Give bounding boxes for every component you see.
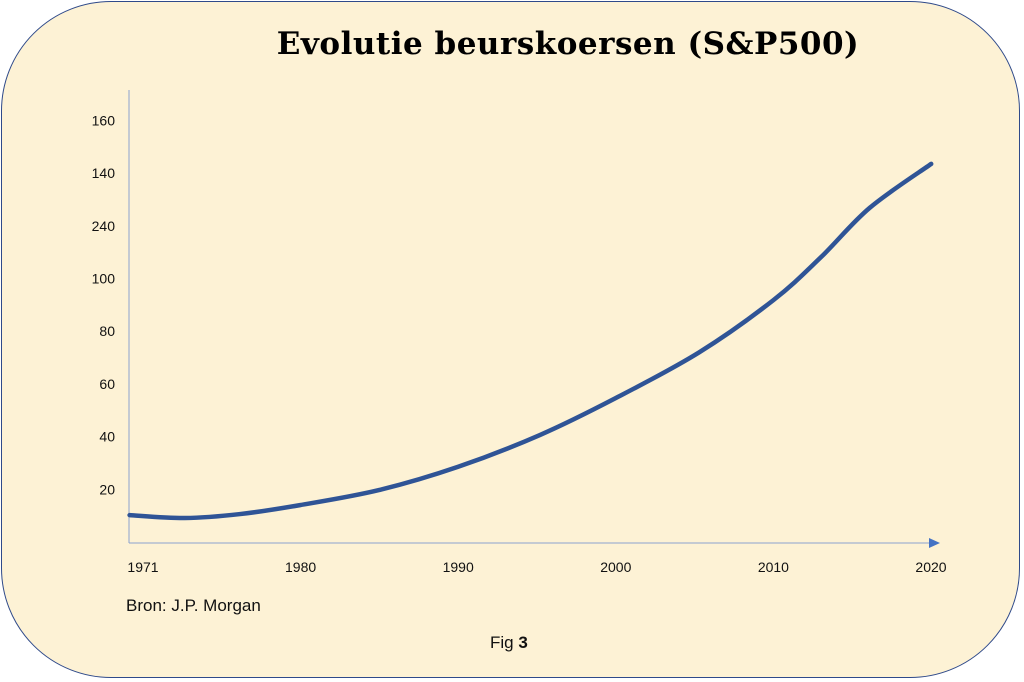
x-tick-label: 2020 xyxy=(915,559,946,575)
figure-label: Fig 3 xyxy=(490,633,528,653)
y-tick-label: 40 xyxy=(99,429,115,445)
x-tick-label: 1971 xyxy=(127,559,158,575)
x-tick-label: 1990 xyxy=(443,559,474,575)
y-tick-label: 20 xyxy=(99,481,115,497)
series-line xyxy=(127,161,934,521)
figure-number: 3 xyxy=(518,633,528,652)
x-axis-arrow xyxy=(929,538,940,548)
y-tick-label: 60 xyxy=(99,376,115,392)
y-tick-label: 100 xyxy=(92,271,116,287)
x-tick-label: 2010 xyxy=(758,559,789,575)
figure-prefix: Fig xyxy=(490,633,519,652)
source-note: Bron: J.P. Morgan xyxy=(126,596,261,615)
x-tick-label: 1980 xyxy=(285,559,316,575)
chart-title: Evolutie beurskoersen (S&P500) xyxy=(276,26,860,62)
y-tick-label: 140 xyxy=(92,165,116,181)
x-tick-label: 2000 xyxy=(600,559,631,575)
y-tick-label: 240 xyxy=(92,218,116,234)
y-tick-label: 80 xyxy=(99,323,115,339)
y-tick-label: 160 xyxy=(92,112,116,128)
